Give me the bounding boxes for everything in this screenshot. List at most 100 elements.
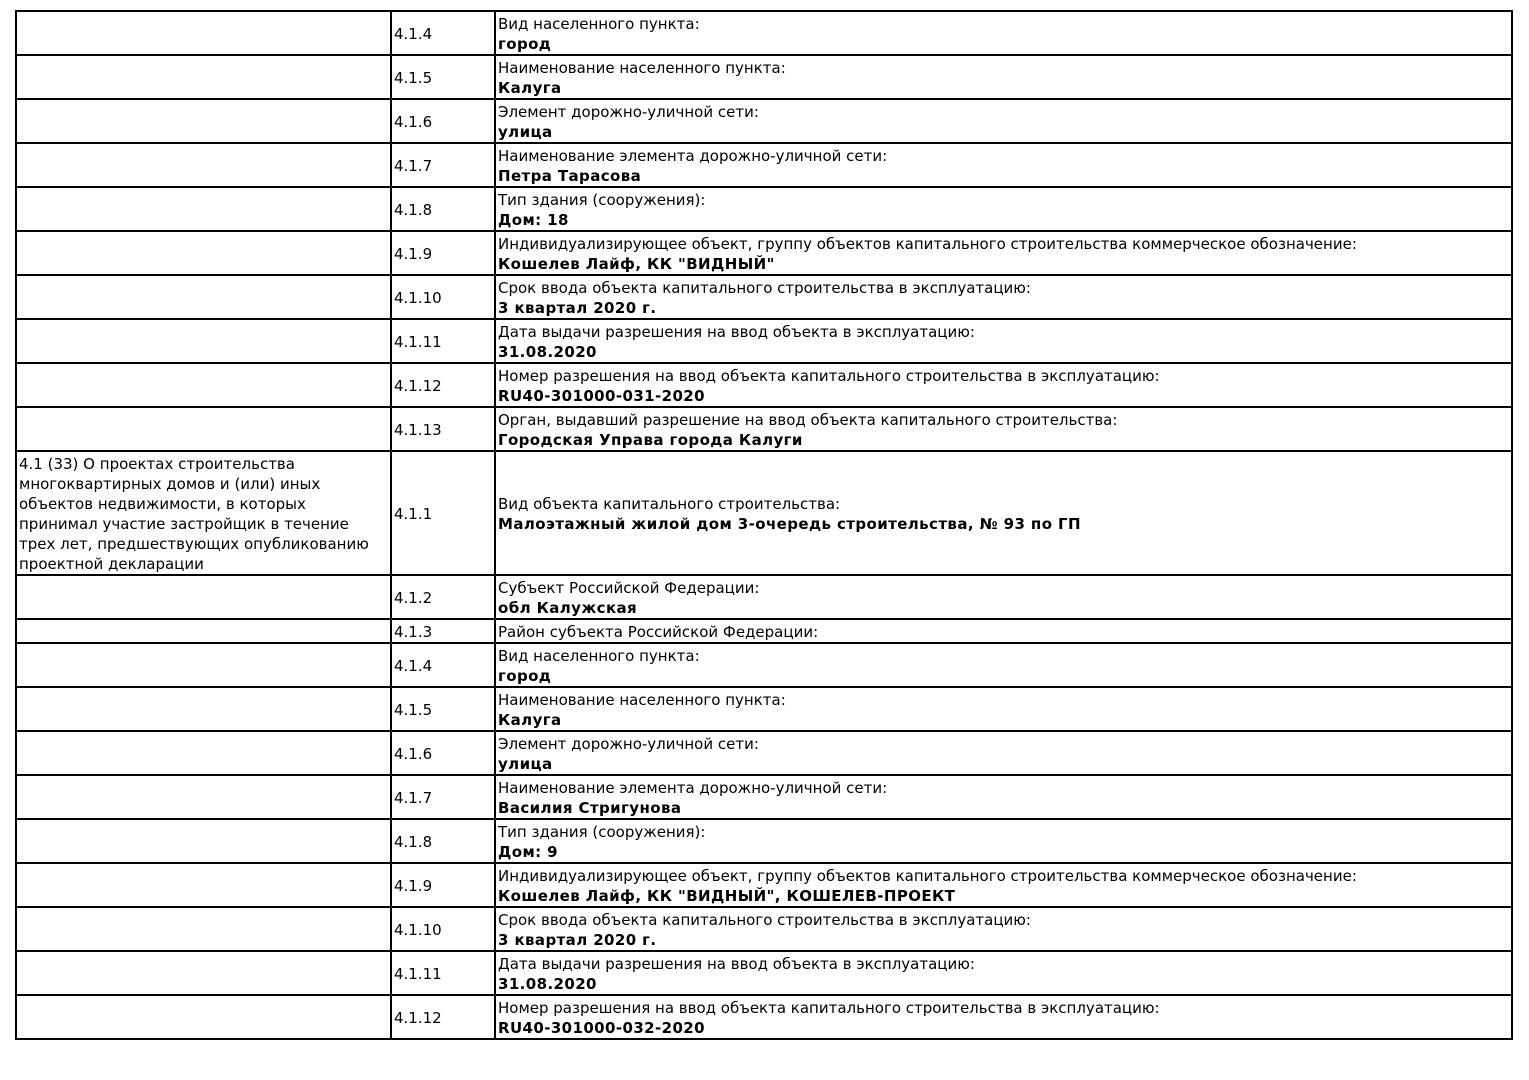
item-cell: Индивидуализирующее объект, группу объек…: [494, 862, 1513, 908]
item-label: Срок ввода объекта капитального строител…: [498, 279, 1031, 297]
item-label: Район субъекта Российской Федерации:: [498, 623, 819, 641]
item-label: Тип здания (сооружения):: [498, 823, 706, 841]
table-row: 4.1.2 Субъект Российской Федерации: обл Ка…: [15, 574, 1513, 620]
code-cell: 4.1.8: [390, 186, 496, 232]
code-cell: 4.1.10: [390, 274, 496, 320]
table-row: 4.1.12 Номер разрешения на ввод объекта к…: [15, 362, 1513, 408]
item-value: улица: [498, 123, 553, 141]
item-cell: Вид населенного пункта: город: [494, 642, 1513, 688]
item-cell: Тип здания (сооружения): Дом: 18: [494, 186, 1513, 232]
table-row: 4.1.12 Номер разрешения на ввод объекта к…: [15, 994, 1513, 1040]
code-cell: 4.1.3: [390, 618, 496, 644]
item-cell: Срок ввода объекта капитального строител…: [494, 906, 1513, 952]
table-row: 4.1.4 Вид населенного пункта: город: [15, 10, 1513, 56]
code-cell: 4.1.9: [390, 230, 496, 276]
table-row: 4.1.10 Срок ввода объекта капитального ст…: [15, 274, 1513, 320]
item-label: Наименование элемента дорожно-уличной се…: [498, 147, 888, 165]
item-cell: Наименование населенного пункта: Калуга: [494, 54, 1513, 100]
item-value: улица: [498, 755, 553, 773]
section-cell: [15, 54, 392, 100]
item-value: город: [498, 667, 552, 685]
item-label: Индивидуализирующее объект, группу объек…: [498, 867, 1357, 885]
code-cell: 4.1.12: [390, 362, 496, 408]
table-row: 4.1.10 Срок ввода объекта капитального ст…: [15, 906, 1513, 952]
table-row: 4.1.11 Дата выдачи разрешения на ввод объ…: [15, 318, 1513, 364]
section-cell: [15, 142, 392, 188]
item-value: 31.08.2020: [498, 343, 597, 361]
item-cell: Наименование населенного пункта: Калуга: [494, 686, 1513, 732]
code-cell: 4.1.8: [390, 818, 496, 864]
item-label: Срок ввода объекта капитального строител…: [498, 911, 1031, 929]
code-cell: 4.1.12: [390, 994, 496, 1040]
item-cell: Номер разрешения на ввод объекта капитал…: [494, 362, 1513, 408]
item-value: 3 квартал 2020 г.: [498, 299, 657, 317]
table-row: 4.1.13 Орган, выдавший разрешение на ввод…: [15, 406, 1513, 452]
section-cell: [15, 618, 392, 644]
table-row: 4.1.9 Индивидуализирующее объект, группу …: [15, 230, 1513, 276]
item-value: Малоэтажный жилой дом 3-очередь строител…: [498, 515, 1081, 533]
code-cell: 4.1.1: [390, 450, 496, 576]
item-cell: Орган, выдавший разрешение на ввод объек…: [494, 406, 1513, 452]
section-cell: 4.1 (33) О проектах строительства многок…: [15, 450, 392, 576]
section-cell: [15, 906, 392, 952]
section-cell: [15, 98, 392, 144]
code-cell: 4.1.6: [390, 98, 496, 144]
item-cell: Район субъекта Российской Федерации:: [494, 618, 1513, 644]
section-cell: [15, 10, 392, 56]
section-cell: [15, 950, 392, 996]
table-row: 4.1.7 Наименование элемента дорожно-уличн…: [15, 142, 1513, 188]
item-value: Городская Управа города Калуги: [498, 431, 803, 449]
item-cell: Индивидуализирующее объект, группу объек…: [494, 230, 1513, 276]
table-row: 4.1.7 Наименование элемента дорожно-уличн…: [15, 774, 1513, 820]
section-cell: [15, 230, 392, 276]
item-value: Петра Тарасова: [498, 167, 642, 185]
item-value: 3 квартал 2020 г.: [498, 931, 657, 949]
item-value: город: [498, 35, 552, 53]
item-cell: Элемент дорожно-уличной сети: улица: [494, 730, 1513, 776]
item-label: Наименование населенного пункта:: [498, 59, 786, 77]
table-row: 4.1.9 Индивидуализирующее объект, группу …: [15, 862, 1513, 908]
section-cell: [15, 318, 392, 364]
item-label: Орган, выдавший разрешение на ввод объек…: [498, 411, 1118, 429]
code-cell: 4.1.4: [390, 10, 496, 56]
section-cell: [15, 730, 392, 776]
code-cell: 4.1.11: [390, 950, 496, 996]
section-cell: [15, 686, 392, 732]
table-row: 4.1.8 Тип здания (сооружения): Дом: 18: [15, 186, 1513, 232]
item-label: Элемент дорожно-уличной сети:: [498, 103, 759, 121]
item-cell: Тип здания (сооружения): Дом: 9: [494, 818, 1513, 864]
code-cell: 4.1.4: [390, 642, 496, 688]
item-value: Кошелев Лайф, КК "ВИДНЫЙ": [498, 255, 775, 273]
item-label: Вид объекта капитального строительства:: [498, 495, 841, 513]
table-row: 4.1.5 Наименование населенного пункта: Кал…: [15, 686, 1513, 732]
item-cell: Вид объекта капитального строительства: М…: [494, 450, 1513, 576]
section-cell: [15, 574, 392, 620]
code-cell: 4.1.13: [390, 406, 496, 452]
table-row: 4.1.5 Наименование населенного пункта: Кал…: [15, 54, 1513, 100]
item-value: 31.08.2020: [498, 975, 597, 993]
section-cell: [15, 862, 392, 908]
item-value: RU40-301000-031-2020: [498, 387, 705, 405]
section-cell: [15, 274, 392, 320]
item-cell: Дата выдачи разрешения на ввод объекта в…: [494, 950, 1513, 996]
item-label: Наименование населенного пункта:: [498, 691, 786, 709]
item-cell: Вид населенного пункта: город: [494, 10, 1513, 56]
section-cell: [15, 994, 392, 1040]
section-cell: [15, 642, 392, 688]
table-row: 4.1.11 Дата выдачи разрешения на ввод объ…: [15, 950, 1513, 996]
item-cell: Субъект Российской Федерации: обл Калужск…: [494, 574, 1513, 620]
item-cell: Наименование элемента дорожно-уличной се…: [494, 774, 1513, 820]
code-cell: 4.1.9: [390, 862, 496, 908]
item-cell: Номер разрешения на ввод объекта капитал…: [494, 994, 1513, 1040]
code-cell: 4.1.2: [390, 574, 496, 620]
item-label: Индивидуализирующее объект, группу объек…: [498, 235, 1357, 253]
item-label: Субъект Российской Федерации:: [498, 579, 760, 597]
section-cell: [15, 186, 392, 232]
item-label: Вид населенного пункта:: [498, 15, 700, 33]
section-cell: [15, 406, 392, 452]
table-row: 4.1.4 Вид населенного пункта: город: [15, 642, 1513, 688]
item-value: Дом: 9: [498, 843, 558, 861]
declaration-table: 4.1.4 Вид населенного пункта: город 4.1.5 На…: [15, 10, 1513, 1040]
table-row: 4.1.3 Район субъекта Российской Федерации…: [15, 618, 1513, 644]
